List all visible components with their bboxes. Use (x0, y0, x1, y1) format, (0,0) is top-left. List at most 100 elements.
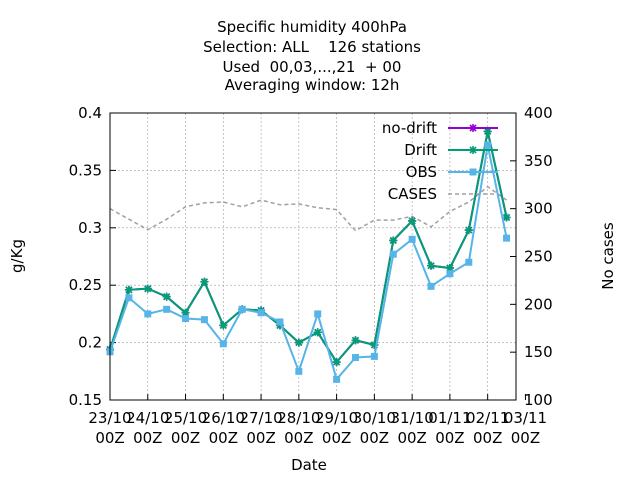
x-tick-label-day: 29/10 (315, 409, 358, 427)
title-line-3: Used 00,03,...,21 + 00 (223, 58, 402, 76)
data-point-obs (314, 310, 322, 318)
marker-core (410, 218, 415, 223)
marker-core (485, 129, 490, 134)
y-tick-label: 0.25 (69, 276, 102, 294)
marker-core (221, 323, 226, 328)
x-tick-label-hour: 00Z (133, 429, 162, 447)
marker-core (447, 265, 452, 270)
y-axis-label: g/Kg (8, 239, 26, 273)
data-point-drift (408, 216, 417, 225)
marker-core (391, 238, 396, 243)
data-point-drift (181, 308, 190, 317)
data-point-obs (446, 270, 454, 278)
data-point-obs (144, 310, 152, 318)
chart-title: Specific humidity 400hPa Selection: ALL … (203, 18, 421, 94)
marker-core (466, 228, 471, 233)
data-point-obs (200, 316, 208, 324)
x-tick-label-day: 24/10 (126, 409, 169, 427)
y-axis-ticks: 0.15 0.2 0.25 0.3 0.35 0.4 (69, 104, 116, 409)
data-point-obs (125, 294, 133, 302)
series-line-drift (109, 131, 508, 364)
y2-tick-label: 350 (524, 152, 553, 170)
legend-label-no-drift: no-drift (382, 119, 437, 137)
y2-tick-label: 400 (524, 104, 553, 122)
legend-marker-no-drift (469, 124, 477, 132)
legend-label-cases: CASES (388, 185, 437, 203)
data-point-obs (484, 141, 492, 149)
legend-marker-obs (469, 168, 477, 176)
title-line-4: Averaging window: 12h (225, 76, 400, 94)
y-tick-label: 0.15 (69, 391, 102, 409)
plot-frame (109, 112, 517, 401)
x-tick-label-hour: 00Z (322, 429, 351, 447)
marker-core (471, 148, 475, 152)
data-point-obs (370, 352, 378, 360)
x-tick-label-day: 25/10 (164, 409, 207, 427)
data-point-drift (124, 285, 133, 294)
data-point-drift (162, 292, 171, 301)
data-point-drift (427, 261, 436, 270)
y2-tick-label: 100 (524, 391, 553, 409)
y2-tick-label: 250 (524, 248, 553, 266)
data-point-drift (351, 336, 360, 345)
legend: no-drift Drift OBS CASES (382, 119, 498, 203)
data-point-drift (502, 213, 511, 222)
x-tick-label-hour: 00Z (511, 429, 540, 447)
data-point-obs (389, 250, 397, 258)
x-tick-label-day: 01/11 (428, 409, 471, 427)
y-tick-label: 0.3 (78, 219, 102, 237)
data-point-obs (295, 367, 303, 375)
data-point-obs (408, 235, 416, 243)
x-tick-label-day: 03/11 (504, 409, 547, 427)
x-tick-label-day: 27/10 (239, 409, 282, 427)
x-tick-label-day: 26/10 (202, 409, 245, 427)
x-tick-label-hour: 00Z (171, 429, 200, 447)
data-point-drift (389, 236, 398, 245)
data-point-obs (182, 314, 190, 322)
x-tick-label-hour: 00Z (209, 429, 238, 447)
marker-core (202, 279, 207, 284)
marker-core (504, 215, 509, 220)
data-point-drift (483, 127, 492, 136)
marker-core (353, 338, 358, 343)
data-point-drift (219, 321, 228, 330)
data-point-obs (238, 305, 246, 313)
data-point-drift (313, 328, 322, 337)
data-point-obs (219, 340, 227, 348)
marker-core (164, 294, 169, 299)
legend-marker-drift (469, 146, 477, 154)
data-point-obs (276, 318, 284, 326)
series-layer (106, 127, 511, 383)
data-point-obs (163, 305, 171, 313)
marker-core (126, 287, 131, 292)
data-point-obs (427, 282, 435, 290)
x-tick-label-hour: 00Z (246, 429, 275, 447)
y2-tick-label: 200 (524, 295, 553, 313)
x-tick-label-hour: 00Z (473, 429, 502, 447)
marker-core (334, 360, 339, 365)
x-tick-label-day: 31/10 (391, 409, 434, 427)
y2-axis-label: No cases (599, 222, 617, 290)
y-tick-label: 0.4 (78, 104, 102, 122)
y2-tick-label: 150 (524, 343, 553, 361)
marker-core (471, 126, 475, 130)
data-point-obs (257, 309, 265, 317)
x-axis-label: Date (291, 456, 327, 474)
data-point-drift (200, 277, 209, 286)
legend-label-drift: Drift (404, 141, 437, 159)
y-tick-label: 0.35 (69, 161, 102, 179)
x-tick-label-day: 30/10 (353, 409, 396, 427)
x-tick-label-hour: 00Z (95, 429, 124, 447)
marker-core (183, 310, 188, 315)
data-point-obs (465, 258, 473, 266)
data-point-obs (503, 234, 511, 242)
data-point-drift (332, 358, 341, 367)
marker-core (145, 286, 150, 291)
data-point-drift (294, 338, 303, 347)
legend-label-obs: OBS (406, 163, 437, 181)
x-tick-label-day: 23/10 (88, 409, 131, 427)
marker-core (429, 263, 434, 268)
data-point-obs (351, 354, 359, 362)
x-tick-label-day: 02/11 (466, 409, 509, 427)
